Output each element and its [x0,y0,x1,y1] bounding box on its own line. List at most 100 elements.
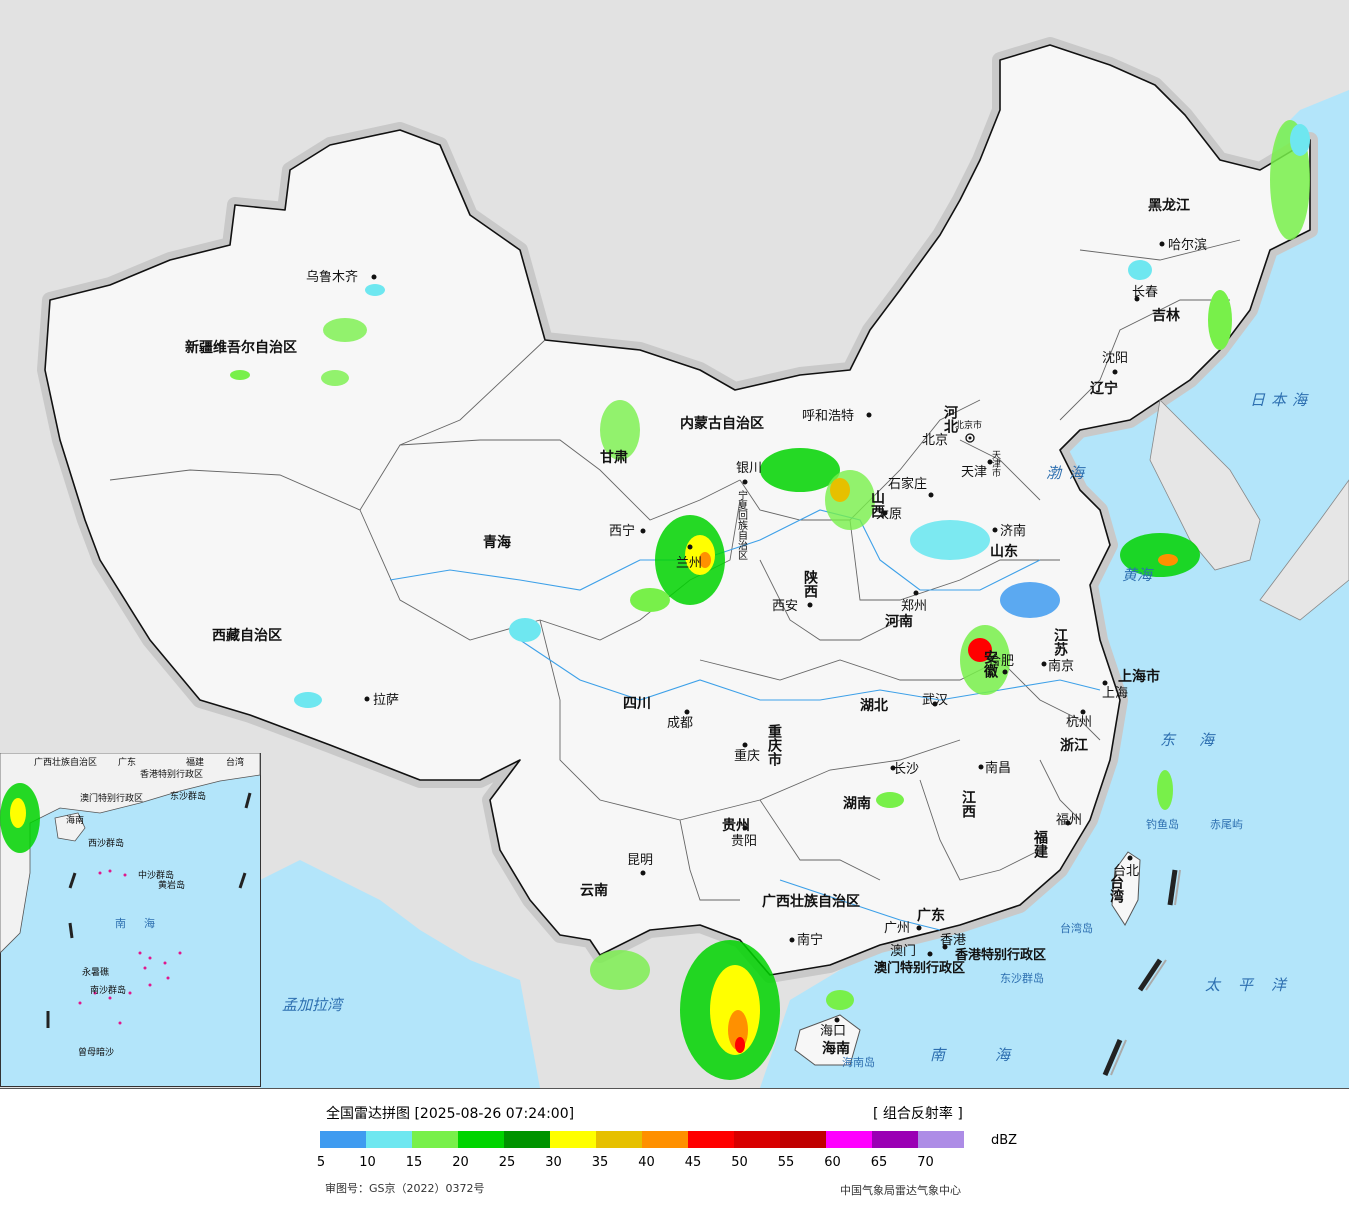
inset-xisha: 西沙群岛 [88,837,124,849]
city-hongkong: 香港 [940,933,966,948]
prov-chongqing: 重庆市 [766,723,782,767]
color-swatch [826,1131,872,1148]
scale-tick-label: 60 [824,1155,841,1170]
prov-hebei: 河北 [942,404,958,434]
city-hangzhou: 杭州 [1066,715,1092,730]
prov-henan: 河南 [885,613,913,630]
scale-tick-label: 55 [777,1155,795,1170]
inset-guangxi: 广西壮族自治区 [34,756,97,768]
scale-tick-label: 40 [638,1155,655,1170]
radar-title: 全国雷达拼图 [2025-08-26 07:24:00] [326,1106,575,1122]
prov-neimenggu: 内蒙古自治区 [680,415,764,432]
city-hohhot: 呼和浩特 [802,409,854,424]
city-macao-sar: 澳门特别行政区 [874,960,965,976]
taiwan-island [1111,851,1141,926]
prov-hainan: 海南 [822,1040,850,1057]
color-swatch [366,1131,412,1148]
inset-yongshu: 永暑礁 [82,966,109,978]
city-taipei: 台北 [1113,864,1139,879]
city-beijing: 北京 [922,433,948,448]
city-kunming: 昆明 [627,853,653,868]
prov-hubei: 湖北 [860,698,888,714]
city-xining: 西宁 [609,523,635,539]
color-swatch [320,1131,366,1148]
rivers [389,509,1101,931]
inset-dongsha: 东沙群岛 [170,790,206,802]
prov-taiwan: 台湾 [1108,874,1124,904]
color-swatch [642,1131,688,1148]
color-swatch [596,1131,642,1148]
bay-of-bengal [260,860,540,1088]
city-lanzhou: 兰州 [676,556,702,571]
inset-zhongsha: 中沙群岛 [138,869,174,881]
color-swatch [458,1131,504,1148]
prov-jilin: 吉林 [1152,307,1180,324]
city-xian: 西安 [772,599,798,614]
inset-taiwan: 台湾 [226,756,244,768]
city-hefei: 合肥 [988,654,1014,669]
city-macao: 澳门 [890,943,916,959]
sea-bohai: 渤海 [1046,464,1092,482]
prov-jiangxi: 江西 [960,789,976,819]
city-zhengzhou: 郑州 [901,599,927,614]
scale-tick-label: 50 [731,1155,748,1170]
prov-shanghai: 上海市 [1118,668,1160,685]
sea-pacific: 太平洋 [1205,976,1304,994]
maritime-boundary [1102,869,1178,1076]
japan [1259,479,1349,621]
unit-label: dBZ [991,1133,1018,1148]
city-chengdu: 成都 [667,716,693,731]
prov-shanxi: 山西 [869,490,885,519]
scale-tick-label: 35 [591,1155,609,1170]
city-tianjin: 天津 [961,465,987,480]
city-shenyang: 沈阳 [1102,351,1128,366]
prov-shandong: 山东 [990,543,1018,560]
prov-gansu: 甘肃 [600,449,628,466]
color-swatch [780,1131,826,1148]
prov-yunnan: 云南 [580,882,608,899]
scale-tick-label: 5 [316,1155,326,1170]
city-haikou: 海口 [820,1024,846,1039]
color-swatch [412,1131,458,1148]
city-guangzhou: 广州 [884,921,910,936]
radar-map: 新疆维吾尔自治区 西藏自治区 青海 甘肃 内蒙古自治区 黑龙江 吉林 辽宁 河北… [0,0,1349,1089]
city-tianjin-shi: 天津市 [990,450,1001,478]
sea-bengal: 孟加拉湾 [282,996,345,1014]
legend-panel: 全国雷达拼图 [2025-08-26 07:24:00] [ 组合反射率 ] 5… [0,1089,1349,1208]
south-china-sea-inset: 广西壮族自治区 广东 福建 台湾 香港特别行政区 澳门特别行政区 东沙群岛 海南… [0,753,261,1087]
sea-donghai: 东海 [1160,731,1238,749]
color-swatch [918,1131,964,1148]
china-land [44,44,1311,976]
city-harbin: 哈尔滨 [1168,237,1207,253]
prov-ningxia: 宁夏回族自治区 [736,489,748,560]
city-nanning: 南宁 [797,932,823,948]
city-jinan: 济南 [1000,523,1026,539]
city-taiyuan: 太原 [876,507,902,522]
inset-fujian: 福建 [186,756,204,768]
sea-huanghai: 黄海 [1122,566,1154,584]
prov-fujian: 福建 [1032,829,1049,859]
prov-zhejiang: 浙江 [1060,737,1088,754]
hainan-island [794,1014,861,1066]
prov-heilongjiang: 黑龙江 [1148,197,1190,214]
ocean [760,90,1349,1088]
inset-nansha: 南沙群岛 [90,984,126,996]
city-labels: 乌鲁木齐 拉萨 西宁 兰州 银川 呼和浩特 北京 北京市 天津 天津市 石家庄 … [306,237,1207,1039]
prov-jiangsu: 江苏 [1052,627,1068,657]
city-markers [364,241,1165,1023]
city-changsha: 长沙 [893,762,919,777]
city-wuhan: 武汉 [922,693,948,708]
prov-shaanxi: 陕西 [802,569,818,599]
city-chongqing: 重庆 [734,748,760,764]
scale-tick-label: 65 [870,1155,888,1170]
city-changchun: 长春 [1132,285,1158,300]
prov-guizhou: 贵州 [722,817,750,834]
inset-hk: 香港特别行政区 [140,768,203,780]
sea-labels: 日本海 渤海 黄海 东海 南海 太平洋 孟加拉湾 台湾岛 海南岛 钓鱼岛 赤尾屿… [282,391,1307,1069]
sea-nanhai: 南海 [930,1046,1060,1064]
province-labels: 新疆维吾尔自治区 西藏自治区 青海 甘肃 内蒙古自治区 黑龙江 吉林 辽宁 河北… [185,197,1190,1057]
review-number: 审图号：GS京（2022）0372号 [325,1182,485,1195]
prov-xinjiang: 新疆维吾尔自治区 [185,339,297,356]
label-dongsha: 东沙群岛 [1000,971,1044,985]
color-swatch [550,1131,596,1148]
